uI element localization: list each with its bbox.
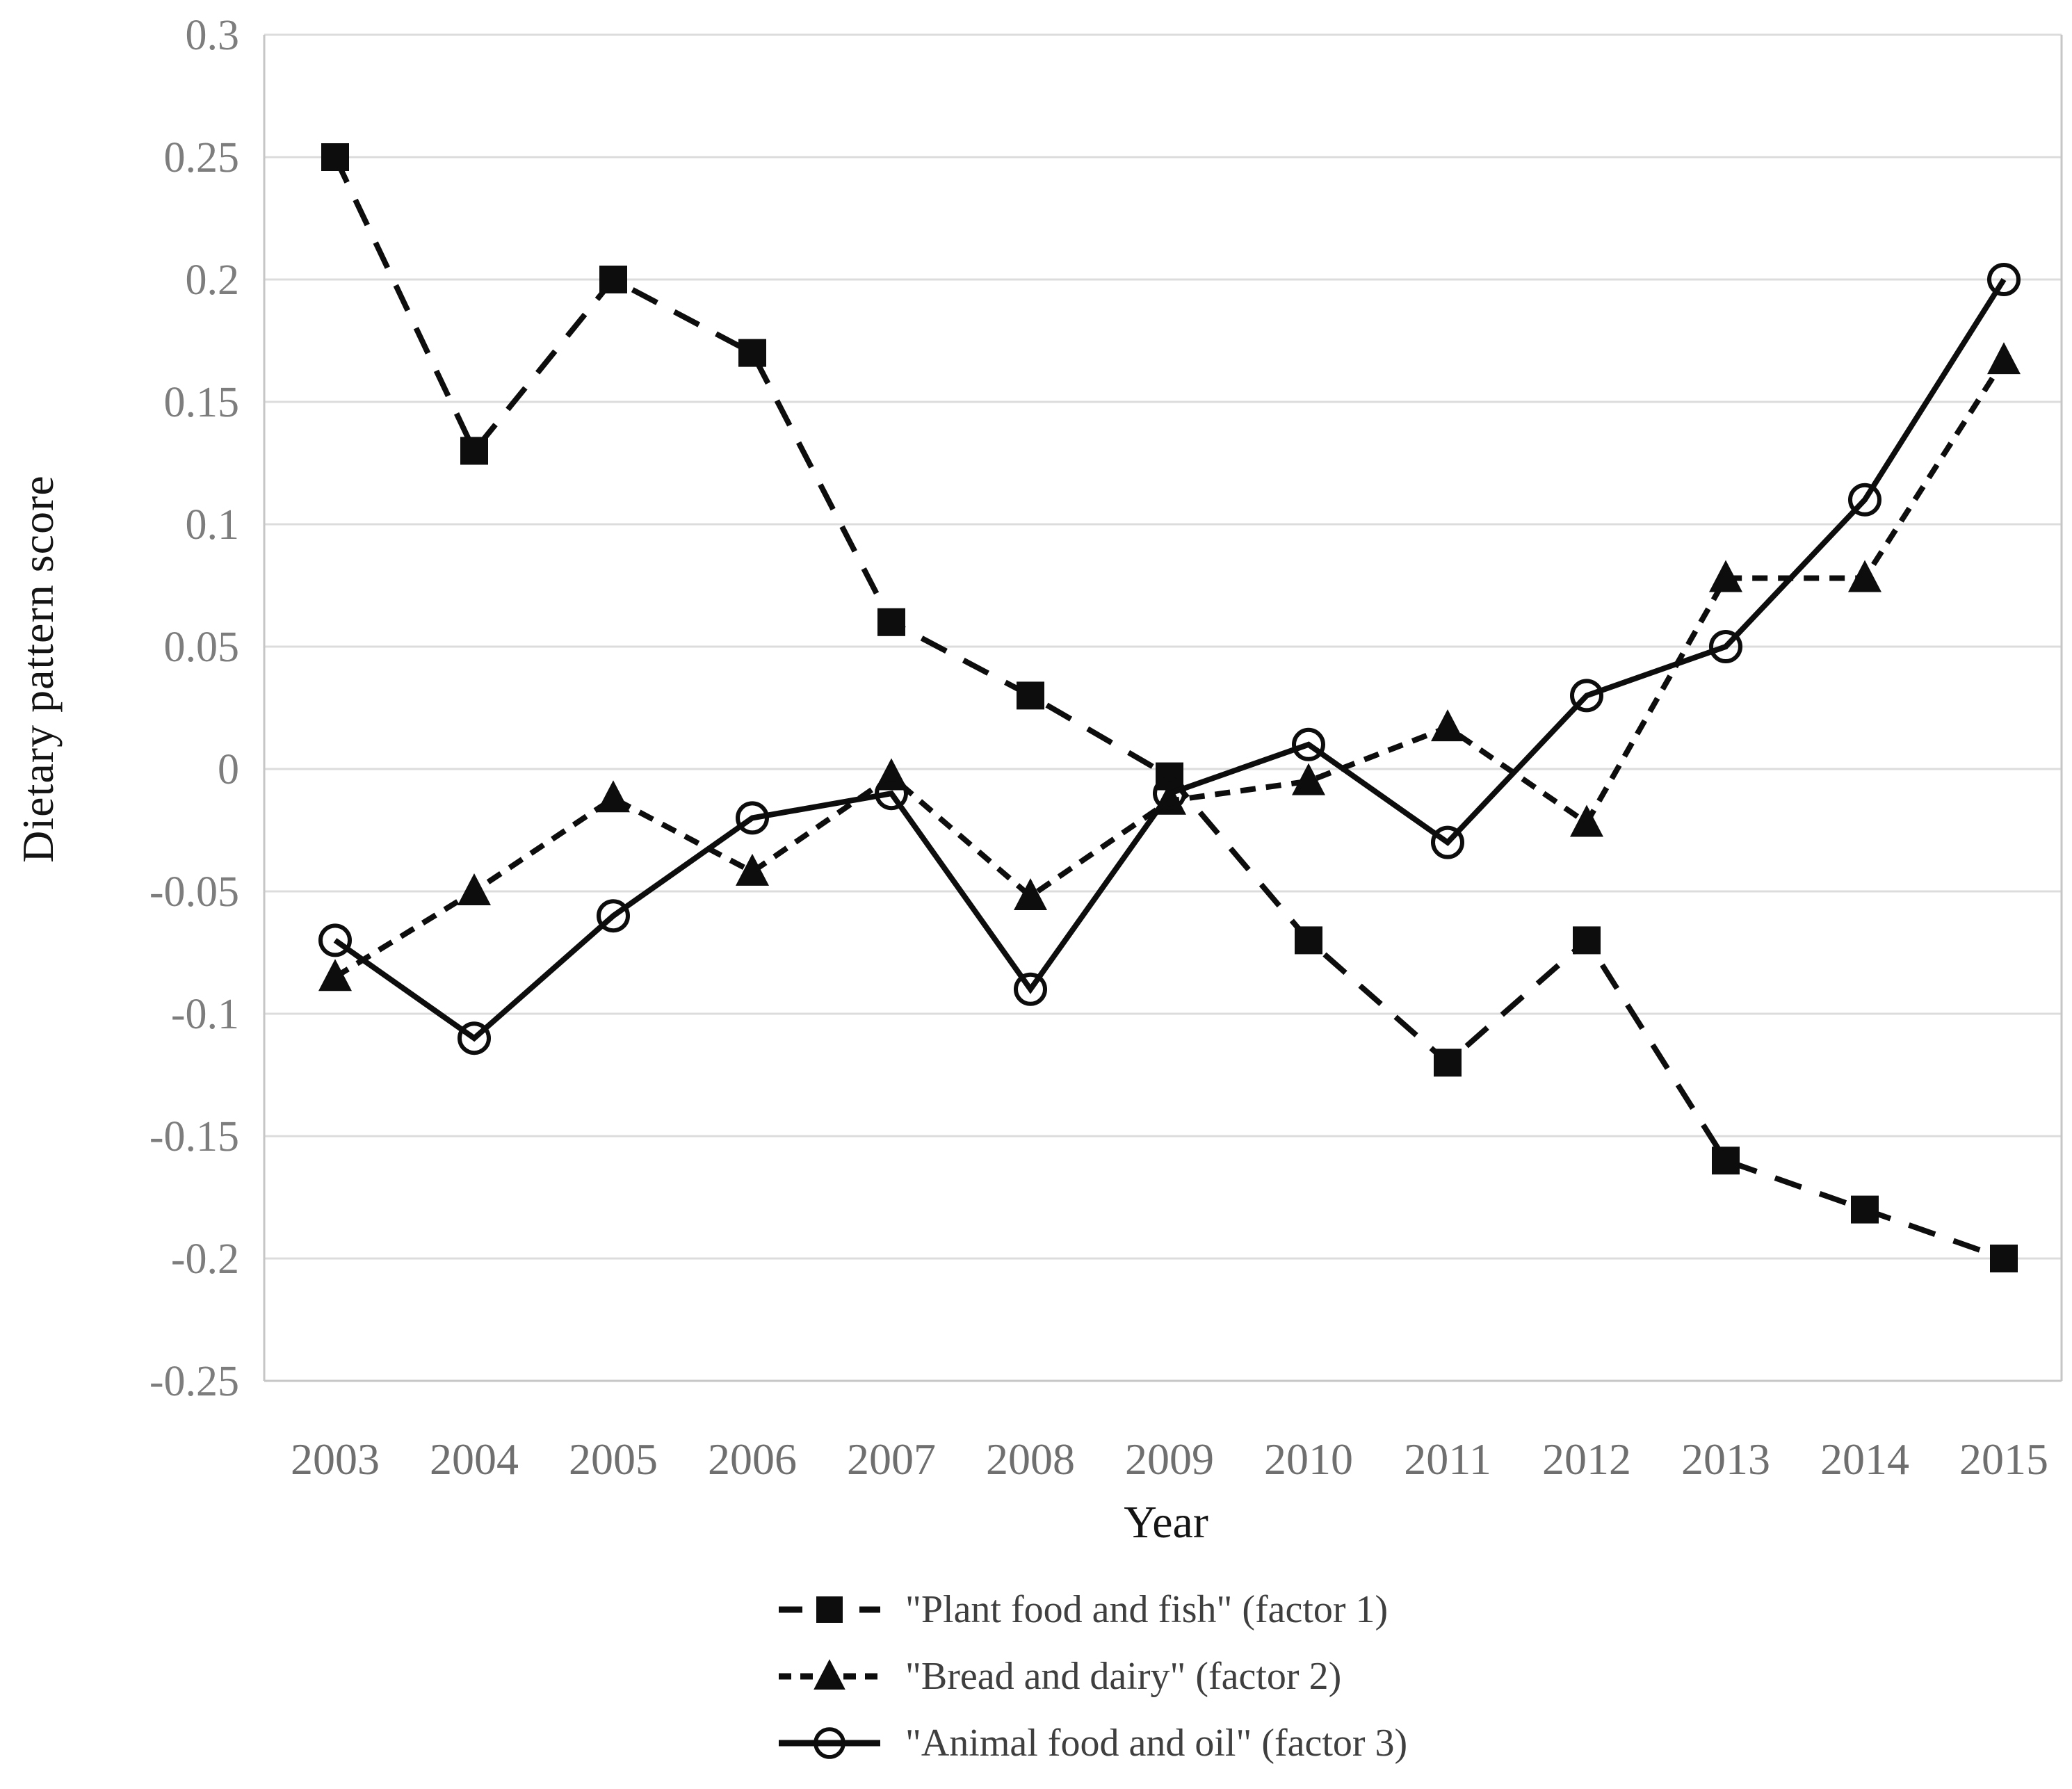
series-0 [321,143,2018,1272]
x-tick-label: 2003 [291,1434,380,1484]
circle-marker-icon [1431,825,1464,859]
triangle-marker-icon [1848,560,1881,592]
circle-marker-icon [597,899,630,933]
circle-marker-icon [1848,483,1881,517]
square-marker-icon [738,339,766,367]
y-tick-label: -0.2 [171,1236,239,1283]
legend-symbol-triangle-dashed-icon [779,1659,880,1690]
triangle-marker-icon [458,873,491,905]
series-line [333,359,2007,980]
circle-marker-icon [1987,263,2021,296]
y-tick-label: 0.2 [186,257,240,304]
circle-marker-icon [1709,630,1742,663]
y-tick-label: 0 [218,746,239,793]
square-marker-icon [460,437,488,465]
legend-label: "Animal food and oil" (factor 3) [905,1722,1408,1765]
gridlines [264,33,2062,1382]
circle-marker-icon [1014,972,1047,1006]
legend-symbol-circle-solid-icon [779,1727,880,1759]
x-tick-label: 2012 [1542,1434,1631,1484]
x-axis-title: Year [1124,1497,1208,1548]
triangle-marker-icon [1987,342,2021,375]
y-tick-label: 0.15 [164,379,240,426]
triangle-marker-icon [814,1659,845,1690]
series-line [332,156,2005,1261]
x-tick-label: 2013 [1681,1434,1770,1484]
series-2 [318,263,2021,1055]
triangle-marker-icon [1431,709,1464,742]
plot-border [263,35,2063,1382]
x-tick-label: 2014 [1820,1434,1909,1484]
y-tick-label: -0.1 [171,991,239,1038]
y-axis-title: Dietary pattern score [13,475,63,863]
legend-label: "Bread and dairy" (factor 2) [905,1655,1342,1698]
triangle-marker-icon [1570,804,1603,837]
x-tick-label: 2005 [569,1434,658,1484]
x-tick-label: 2004 [430,1434,519,1484]
x-tick-label: 2015 [1959,1434,2048,1484]
triangle-marker-icon [1292,763,1325,795]
x-tick-label: 2008 [986,1434,1075,1484]
circle-marker-icon [875,777,908,811]
y-tick-label: -0.25 [149,1358,239,1405]
circle-marker-icon [1153,777,1186,811]
square-marker-icon [1851,1195,1879,1224]
y-tick-label: 0.25 [164,134,240,181]
circle-marker-icon [1292,727,1325,761]
y-tick-label: 0.05 [164,624,240,671]
series-1 [318,342,2021,991]
circle-marker-icon [318,923,352,957]
triangle-marker-icon [318,959,352,991]
square-marker-icon [1990,1245,2018,1272]
x-tick-label: 2010 [1264,1434,1353,1484]
square-marker-icon [816,1596,843,1623]
square-marker-icon [1573,926,1601,955]
x-tick-label: 2011 [1404,1434,1491,1484]
x-tick-label: 2006 [708,1434,797,1484]
triangle-marker-icon [597,780,630,813]
circle-marker-icon [814,1727,845,1759]
circle-marker-icon [736,801,769,835]
legend-label: "Plant food and fish" (factor 1) [905,1588,1389,1631]
square-marker-icon [1712,1147,1740,1175]
square-marker-icon [321,143,349,171]
square-marker-icon [599,266,627,293]
square-marker-icon [1434,1049,1462,1077]
circle-marker-icon [458,1021,491,1055]
y-tick-labels: 0.3 0.25 0.2 0.15 0.1 0.05 0 -0.05 -0.1 -0.15 -0.2… [149,12,239,1405]
x-tick-label: 2007 [847,1434,936,1484]
legend-item-animal-food-and-oil: "Animal food and oil" (factor 3) [777,1720,1407,1766]
triangle-marker-icon [1014,878,1047,911]
circle-marker-icon [1570,679,1603,713]
triangle-marker-icon [1709,560,1742,592]
y-tick-label: -0.15 [149,1113,239,1160]
square-marker-icon [877,608,905,636]
square-marker-icon [1295,926,1322,955]
y-tick-label: 0.1 [186,501,240,549]
y-tick-label: -0.05 [149,868,239,916]
triangle-marker-icon [736,853,769,886]
square-marker-icon [1017,681,1044,710]
legend-item-plant-food-and-fish: "Plant food and fish" (factor 1) [777,1587,1407,1633]
legend-item-bread-and-dairy: "Bread and dairy" (factor 2) [777,1653,1407,1699]
legend: "Plant food and fish" (factor 1) "Bread … [777,1587,1407,1766]
legend-symbol-square-dashed-icon [779,1596,880,1623]
x-tick-label: 2009 [1125,1434,1214,1484]
y-tick-label: 0.3 [186,12,240,59]
x-tick-labels: 2003 2004 2005 2006 2007 2008 2009 2010 2011 2012… [291,1434,2048,1484]
series-line [333,277,2007,1042]
